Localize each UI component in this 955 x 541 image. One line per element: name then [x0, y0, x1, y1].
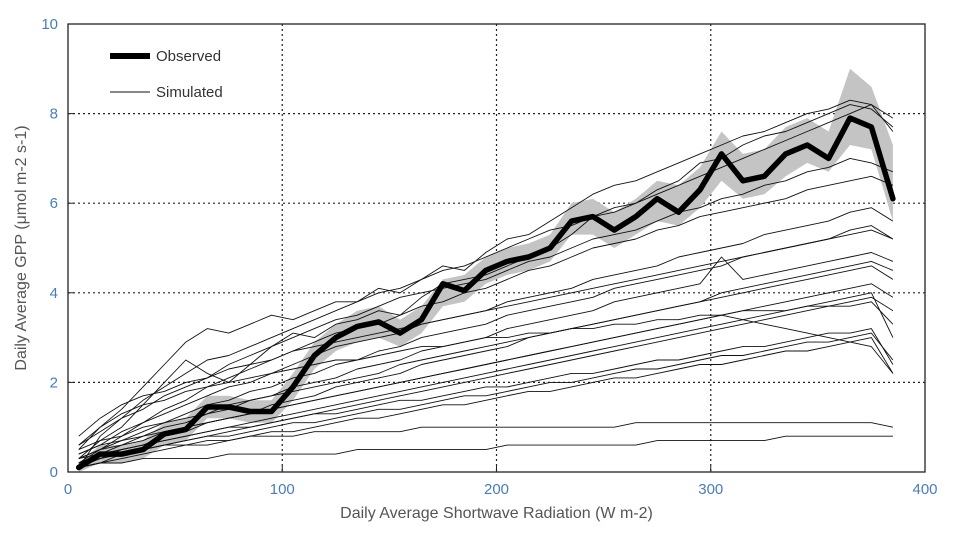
simulated-series-line [78, 104, 894, 468]
simulated-series-layer [78, 99, 894, 468]
x-tick-label: 0 [64, 481, 72, 498]
legend: Observed Simulated [110, 48, 223, 101]
x-tick-label: 100 [270, 481, 295, 498]
simulated-series-line [78, 99, 894, 450]
observed-series-layer [75, 115, 896, 471]
simulated-series-line [78, 332, 894, 464]
y-tick-label: 8 [50, 106, 58, 123]
simulated-series-line [78, 104, 894, 459]
simulated-series-line [78, 422, 893, 464]
x-tick-label: 200 [484, 481, 509, 498]
simulated-series-line [78, 175, 894, 464]
y-tick-label: 10 [41, 16, 58, 33]
simulated-series-line [78, 157, 894, 446]
simulated-series-line [78, 337, 894, 468]
simulated-series-line [78, 296, 894, 468]
simulated-series-line [78, 314, 894, 455]
x-tick-label: 400 [912, 481, 937, 498]
simulated-series-line [78, 328, 894, 460]
x-tick-label: 300 [698, 481, 723, 498]
y-tick-label: 4 [50, 285, 58, 302]
tick-layer: 0 100 200 300 400 0 2 4 6 8 10 [41, 16, 937, 498]
legend-simulated-label: Simulated [156, 84, 223, 101]
observed-series-line [75, 115, 896, 471]
y-axis-label: Daily Average GPP (μmol m-2 s-1) [13, 125, 30, 370]
legend-observed-label: Observed [156, 48, 221, 65]
y-tick-label: 6 [50, 195, 58, 212]
simulated-series-line [78, 435, 893, 468]
x-axis-label: Daily Average Shortwave Radiation (W m-2… [340, 505, 653, 522]
y-tick-label: 0 [50, 464, 58, 481]
simulated-series-line [78, 229, 894, 437]
simulated-series-line [78, 265, 894, 451]
simulated-series-line [78, 301, 894, 446]
y-tick-label: 2 [50, 374, 58, 391]
